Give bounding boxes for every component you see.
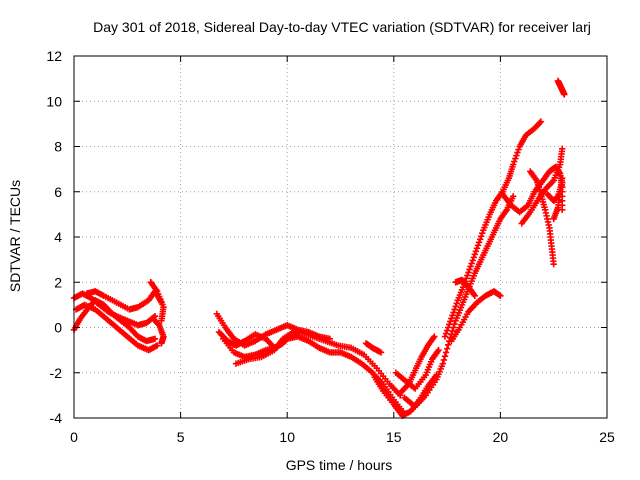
data-point bbox=[447, 318, 454, 325]
data-point bbox=[158, 317, 165, 324]
data-point bbox=[448, 315, 455, 322]
chart-title: Day 301 of 2018, Sidereal Day-to-day VTE… bbox=[93, 19, 591, 35]
data-point bbox=[511, 158, 518, 165]
data-point bbox=[509, 161, 517, 168]
data-point bbox=[513, 152, 520, 159]
data-point bbox=[466, 266, 473, 273]
series-track-u bbox=[527, 168, 557, 268]
y-tick-label: 12 bbox=[46, 48, 62, 64]
y-tick-label: 6 bbox=[54, 184, 62, 200]
y-tick-label: 10 bbox=[46, 93, 62, 109]
data-point bbox=[449, 312, 456, 319]
data-point bbox=[475, 239, 483, 246]
x-tick-label: 0 bbox=[70, 429, 78, 445]
data-series bbox=[70, 77, 568, 419]
data-point bbox=[469, 257, 476, 264]
x-tick-label: 10 bbox=[279, 429, 295, 445]
series-track-q bbox=[448, 288, 504, 345]
data-point bbox=[446, 321, 453, 328]
y-tick-label: 2 bbox=[54, 274, 62, 290]
data-point bbox=[431, 333, 438, 340]
data-point bbox=[497, 292, 504, 300]
data-point bbox=[377, 349, 385, 356]
series-track-w bbox=[550, 174, 566, 223]
data-point bbox=[453, 300, 460, 307]
data-point bbox=[471, 251, 479, 258]
data-point bbox=[451, 306, 458, 313]
data-point bbox=[443, 345, 451, 352]
series-track-x bbox=[554, 77, 568, 98]
data-point bbox=[290, 328, 297, 336]
series-track-r bbox=[452, 276, 479, 300]
data-point bbox=[440, 356, 448, 364]
x-axis-title: GPS time / hours bbox=[286, 457, 393, 473]
axis-ticks: 0 5 10 15 20 25 -4 -2 0 2 4 6 8 10 12 bbox=[46, 48, 615, 445]
data-point bbox=[559, 174, 566, 182]
plot-frame bbox=[73, 55, 608, 419]
series-track-c bbox=[70, 297, 159, 345]
x-tick-label: 5 bbox=[177, 429, 185, 445]
data-point bbox=[473, 245, 481, 252]
data-point bbox=[550, 260, 557, 268]
data-point bbox=[471, 292, 479, 300]
y-axis-title: SDTVAR / TECUs bbox=[7, 180, 23, 292]
data-point bbox=[472, 248, 480, 255]
data-point bbox=[444, 341, 452, 349]
data-point bbox=[536, 119, 544, 126]
data-point bbox=[561, 91, 568, 98]
y-tick-label: 4 bbox=[54, 229, 62, 245]
series-track-e bbox=[149, 315, 167, 347]
data-point bbox=[474, 242, 482, 249]
data-point bbox=[515, 146, 522, 153]
data-point bbox=[476, 236, 484, 243]
data-point bbox=[470, 254, 477, 261]
data-point bbox=[509, 193, 517, 200]
y-tick-label: -4 bbox=[50, 410, 63, 426]
data-point bbox=[442, 349, 450, 356]
data-point bbox=[559, 145, 566, 152]
y-tick-label: 0 bbox=[54, 320, 62, 336]
grid bbox=[74, 56, 607, 418]
data-point bbox=[441, 352, 449, 360]
data-point bbox=[450, 309, 457, 316]
data-point bbox=[478, 233, 485, 240]
series-track-p bbox=[441, 118, 545, 340]
series-track-f bbox=[147, 279, 167, 324]
data-point bbox=[153, 342, 161, 349]
data-point bbox=[452, 303, 459, 310]
data-point bbox=[465, 269, 472, 276]
series-track-k bbox=[362, 340, 385, 356]
data-point bbox=[151, 335, 159, 343]
data-point bbox=[512, 155, 519, 162]
y-tick-label: 8 bbox=[54, 139, 62, 155]
series-track-j bbox=[232, 328, 297, 367]
data-point bbox=[443, 327, 451, 334]
data-point bbox=[441, 333, 449, 340]
x-tick-label: 15 bbox=[386, 429, 402, 445]
x-tick-label: 25 bbox=[599, 429, 615, 445]
data-point bbox=[467, 263, 474, 270]
series-track-n bbox=[396, 333, 438, 397]
y-tick-label: -2 bbox=[50, 365, 63, 381]
series-track-o bbox=[401, 193, 517, 410]
data-point bbox=[442, 330, 450, 337]
x-tick-label: 20 bbox=[493, 429, 509, 445]
data-point bbox=[464, 272, 471, 279]
series-track-m bbox=[392, 346, 442, 392]
data-point bbox=[435, 346, 442, 354]
data-point bbox=[444, 324, 452, 331]
data-point bbox=[514, 149, 521, 156]
data-point bbox=[158, 340, 165, 347]
data-point bbox=[537, 118, 545, 125]
data-point bbox=[468, 260, 475, 267]
data-point bbox=[439, 360, 447, 367]
data-point bbox=[479, 230, 486, 237]
